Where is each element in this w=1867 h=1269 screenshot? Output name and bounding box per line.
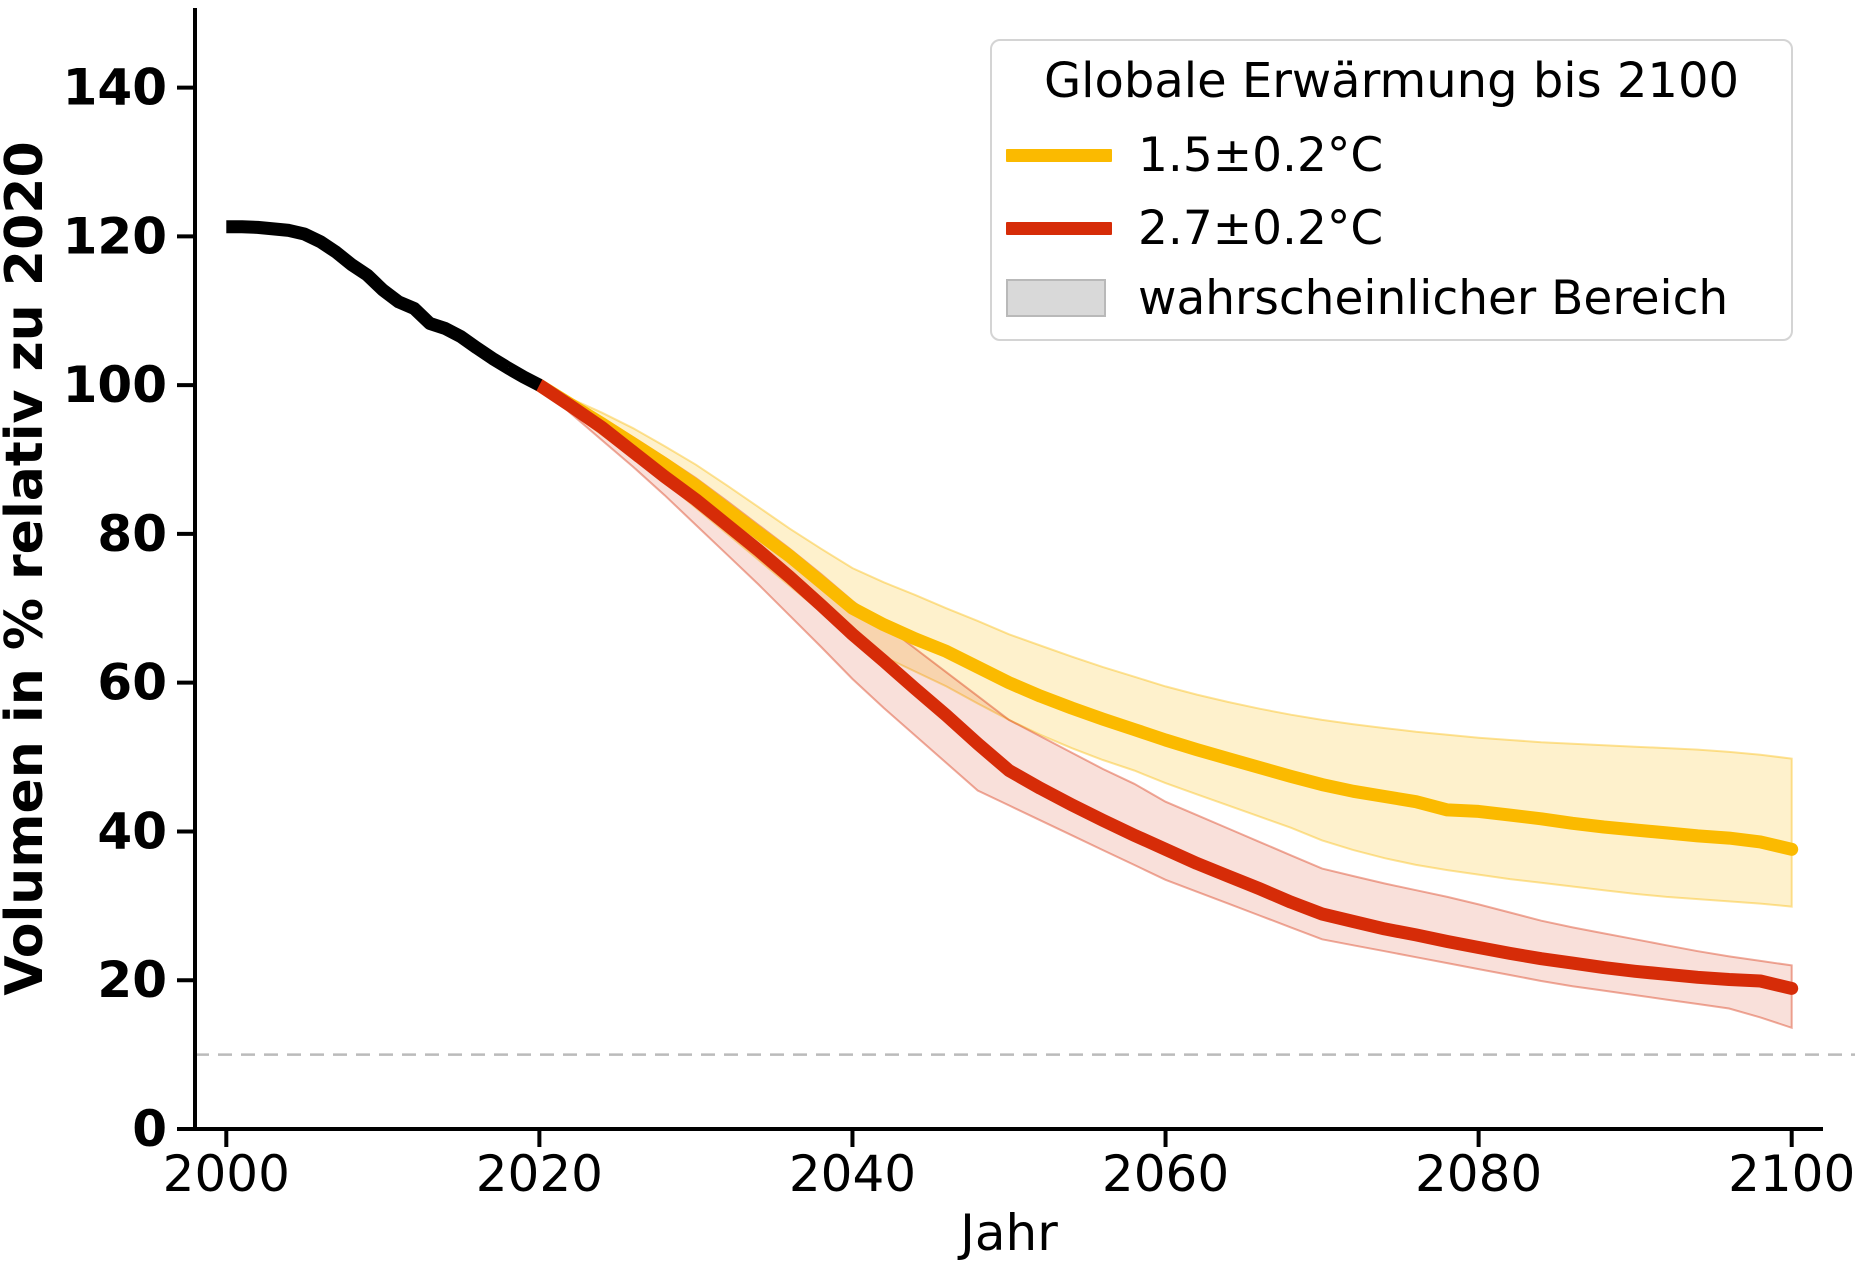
legend-label-2-7c: 2.7±0.2°C: [1138, 200, 1384, 256]
uncertainty-band-1-5c: [538, 384, 1793, 908]
legend-swatch-cell: [992, 148, 1138, 162]
x-tick-label: 2020: [476, 1145, 603, 1203]
projection-line-2-7c: [532, 378, 1799, 995]
y-tick-label: 20: [97, 951, 167, 1009]
x-tick-label: 2040: [789, 1145, 916, 1203]
y-tick-label: 120: [63, 207, 167, 265]
legend-label-likely-range: wahrscheinlicher Bereich: [1138, 270, 1729, 326]
x-tick-label: 2100: [1728, 1145, 1855, 1203]
yellow-line-swatch: [1006, 148, 1112, 162]
red-line-swatch: [1006, 221, 1112, 235]
legend-title: Globale Erwärmung bis 2100: [1043, 53, 1740, 109]
legend-label-1-5c: 1.5±0.2°C: [1138, 127, 1384, 183]
historical-line: [226, 220, 543, 391]
uncertainty-band-2-7c: [538, 384, 1793, 1030]
y-tick-label: 0: [132, 1100, 167, 1158]
y-tick-label: 60: [97, 654, 167, 712]
legend-entry-1-5c: 1.5±0.2°C: [992, 125, 1791, 185]
x-tick-label: 2000: [163, 1145, 290, 1203]
y-tick-label: 40: [97, 802, 167, 860]
y-tick-label: 100: [63, 356, 167, 414]
legend: Globale Erwärmung bis 2100 1.5±0.2°C 2.7…: [990, 39, 1793, 341]
legend-swatch-cell: [992, 221, 1138, 235]
y-tick-label: 140: [63, 59, 167, 117]
legend-entry-likely-range: wahrscheinlicher Bereich: [992, 268, 1791, 328]
x-tick-label: 2060: [1102, 1145, 1229, 1203]
projection-line-1-5c: [532, 378, 1799, 856]
legend-swatch-cell: [992, 279, 1138, 317]
y-tick-label: 80: [97, 505, 167, 563]
y-axis-label: Volumen in % relativ zu 2020: [0, 141, 55, 995]
gray-range-swatch: [1006, 279, 1106, 317]
x-axis-label: Jahr: [957, 1204, 1058, 1262]
x-tick-label: 2080: [1415, 1145, 1542, 1203]
legend-entry-2-7c: 2.7±0.2°C: [992, 198, 1791, 258]
